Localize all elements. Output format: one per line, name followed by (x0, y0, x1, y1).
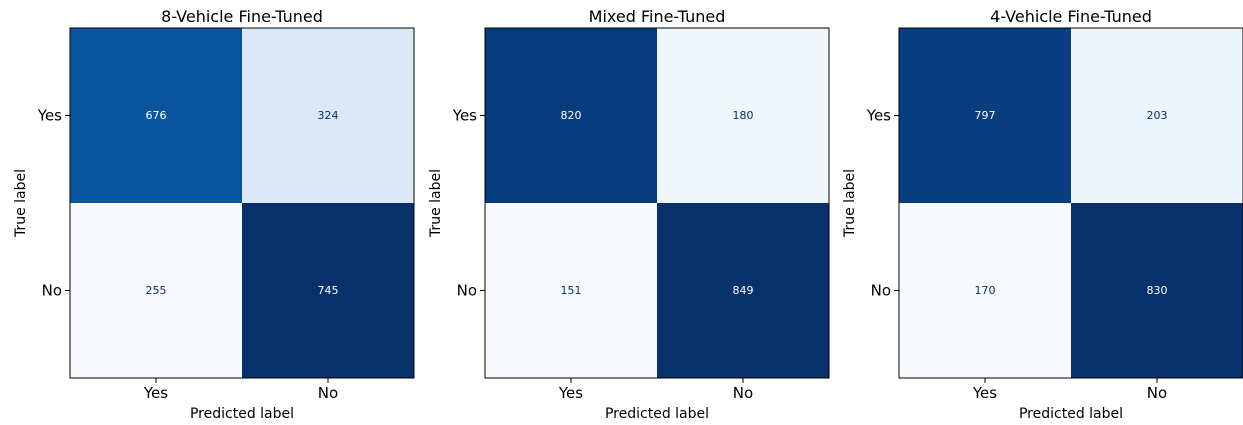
x-tick-label: No (733, 384, 753, 402)
heatmap-cell (70, 203, 242, 378)
x-tick-label: Yes (558, 384, 583, 402)
chart-title: 8-Vehicle Fine-Tuned (161, 7, 323, 26)
heatmap-cell (242, 28, 414, 203)
y-axis-label: True label (428, 169, 444, 238)
cell-value-label: 203 (1147, 109, 1168, 122)
x-axis-label: Predicted label (605, 406, 709, 422)
heatmap-cell (657, 28, 829, 203)
cell-value-label: 324 (318, 109, 339, 122)
confusion-matrix-panel: 676 324 255 745 Yes No Yes No 8-Vehicle Fine-Tun… (13, 7, 415, 422)
x-tick-label: No (318, 384, 338, 402)
y-tick-label: No (457, 282, 477, 300)
cell-value-label: 676 (146, 109, 167, 122)
cell-value-label: 820 (561, 109, 582, 122)
y-tick-label: Yes (452, 107, 477, 125)
x-axis-label: Predicted label (1019, 406, 1123, 422)
heatmap-cell (485, 28, 657, 203)
heatmap-cell (899, 28, 1071, 203)
cell-value-label: 255 (146, 284, 167, 297)
x-axis-label: Predicted label (190, 406, 294, 422)
y-tick-label: No (871, 282, 891, 300)
plot-frame (898, 27, 1243, 379)
heatmap-cell (1071, 203, 1243, 378)
y-tick-label: Yes (866, 107, 891, 125)
cell-value-label: 745 (318, 284, 339, 297)
y-tick-label: No (42, 282, 62, 300)
heatmap-cell (485, 203, 657, 378)
heatmap-cell (899, 203, 1071, 378)
x-tick-label: No (1147, 384, 1167, 402)
cell-value-label: 170 (975, 284, 996, 297)
cell-value-label: 849 (733, 284, 754, 297)
cell-value-label: 151 (561, 284, 582, 297)
y-axis-label: True label (842, 169, 858, 238)
cell-value-label: 797 (975, 109, 996, 122)
heatmap-cell (70, 28, 242, 203)
plot-frame (69, 27, 415, 379)
plot-frame (484, 27, 830, 379)
chart-title: 4-Vehicle Fine-Tuned (990, 7, 1152, 26)
chart-title: Mixed Fine-Tuned (589, 7, 726, 26)
cell-value-label: 830 (1147, 284, 1168, 297)
heatmap-cell (242, 203, 414, 378)
heatmap-cell (657, 203, 829, 378)
cell-value-label: 180 (733, 109, 754, 122)
x-tick-label: Yes (143, 384, 168, 402)
y-tick-label: Yes (37, 107, 62, 125)
confusion-matrix-panel: 820 180 151 849 Yes No Yes No Mixed Fine-Tuned Pr… (428, 7, 830, 422)
x-tick-label: Yes (972, 384, 997, 402)
y-axis-label: True label (13, 169, 29, 238)
confusion-matrix-panel: 797 203 170 830 Yes No Yes No 4-Vehicle Fine-Tun… (842, 7, 1243, 422)
heatmap-cell (1071, 28, 1243, 203)
